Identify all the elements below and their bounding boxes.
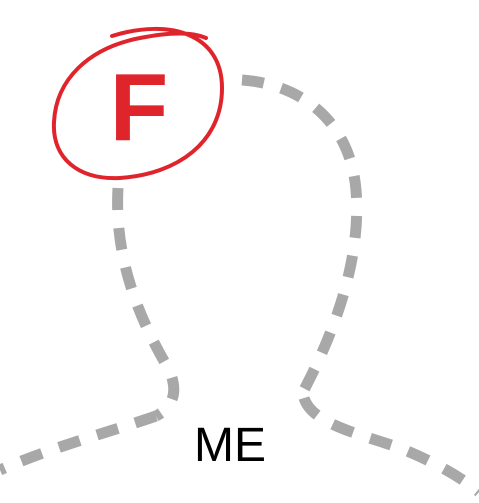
caption-label: ME <box>194 419 266 472</box>
left-shoulder-outline <box>0 410 158 476</box>
head-outline-left <box>112 187 180 421</box>
right-shoulder-outline <box>298 395 479 497</box>
dashed-person-outline-icon <box>0 74 479 497</box>
head-outline-right <box>241 74 363 393</box>
grade-circle <box>51 26 225 181</box>
grade-letter: F <box>110 54 169 161</box>
circled-grade-icon: F <box>51 26 225 181</box>
